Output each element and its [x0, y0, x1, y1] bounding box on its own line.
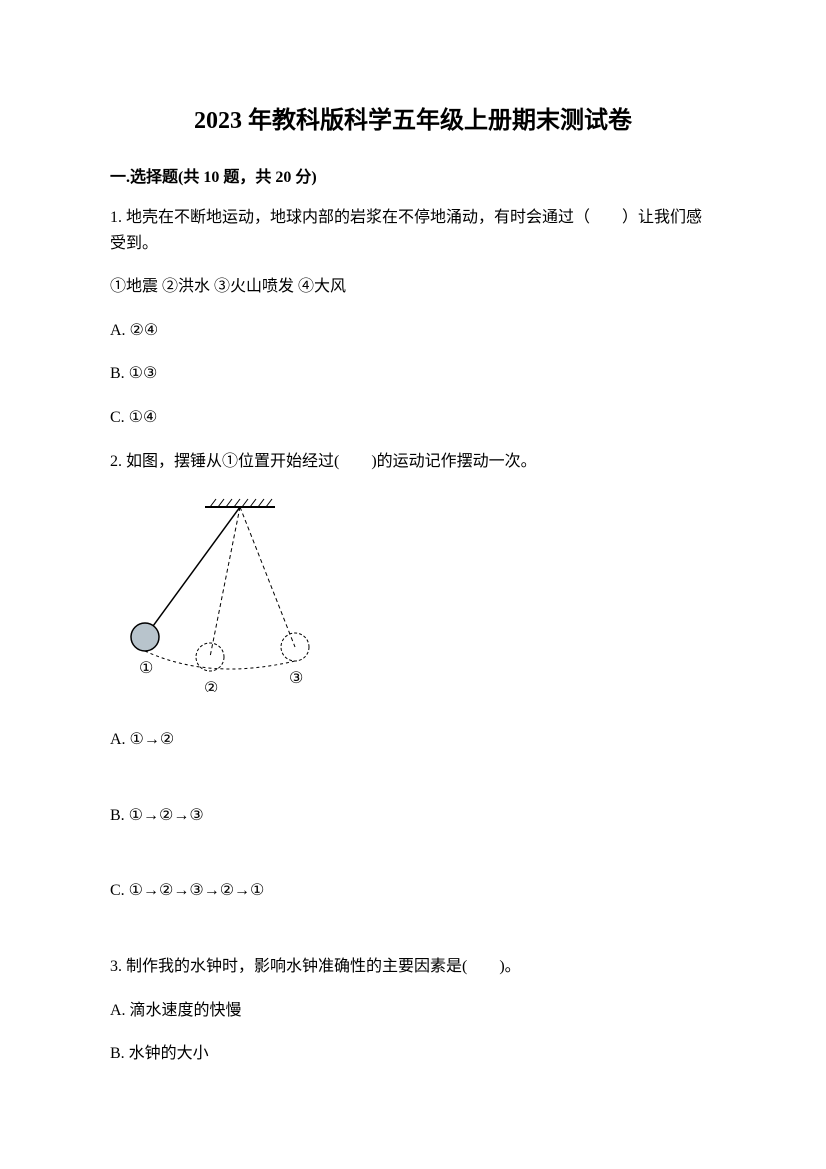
- page-title: 2023 年教科版科学五年级上册期末测试卷: [110, 100, 716, 135]
- q2-option-b: B. ①→②→③: [110, 803, 716, 829]
- svg-text:①: ①: [139, 660, 153, 677]
- pendulum-diagram: ① ② ③: [110, 492, 716, 697]
- q1-option-b: B. ①③: [110, 361, 716, 387]
- q1-option-c: C. ①④: [110, 405, 716, 431]
- svg-text:③: ③: [289, 670, 303, 687]
- section-header: 一.选择题(共 10 题，共 20 分): [110, 163, 716, 187]
- q3-option-b: B. 水钟的大小: [110, 1041, 716, 1067]
- q3-text: 3. 制作我的水钟时，影响水钟准确性的主要因素是( )。: [110, 954, 716, 980]
- q2-option-c: C. ①→②→③→②→①: [110, 878, 716, 904]
- q1-subtext: ①地震 ②洪水 ③火山喷发 ④大风: [110, 274, 716, 300]
- pendulum-svg: ① ② ③: [110, 492, 320, 692]
- q1-text: 1. 地壳在不断地运动，地球内部的岩浆在不停地涌动，有时会通过（ ）让我们感受到…: [110, 205, 716, 256]
- svg-text:②: ②: [204, 680, 218, 692]
- q1-option-a: A. ②④: [110, 318, 716, 344]
- q3-option-a: A. 滴水速度的快慢: [110, 998, 716, 1024]
- q2-text: 2. 如图，摆锤从①位置开始经过( )的运动记作摆动一次。: [110, 449, 716, 475]
- q2-option-a: A. ①→②: [110, 727, 716, 753]
